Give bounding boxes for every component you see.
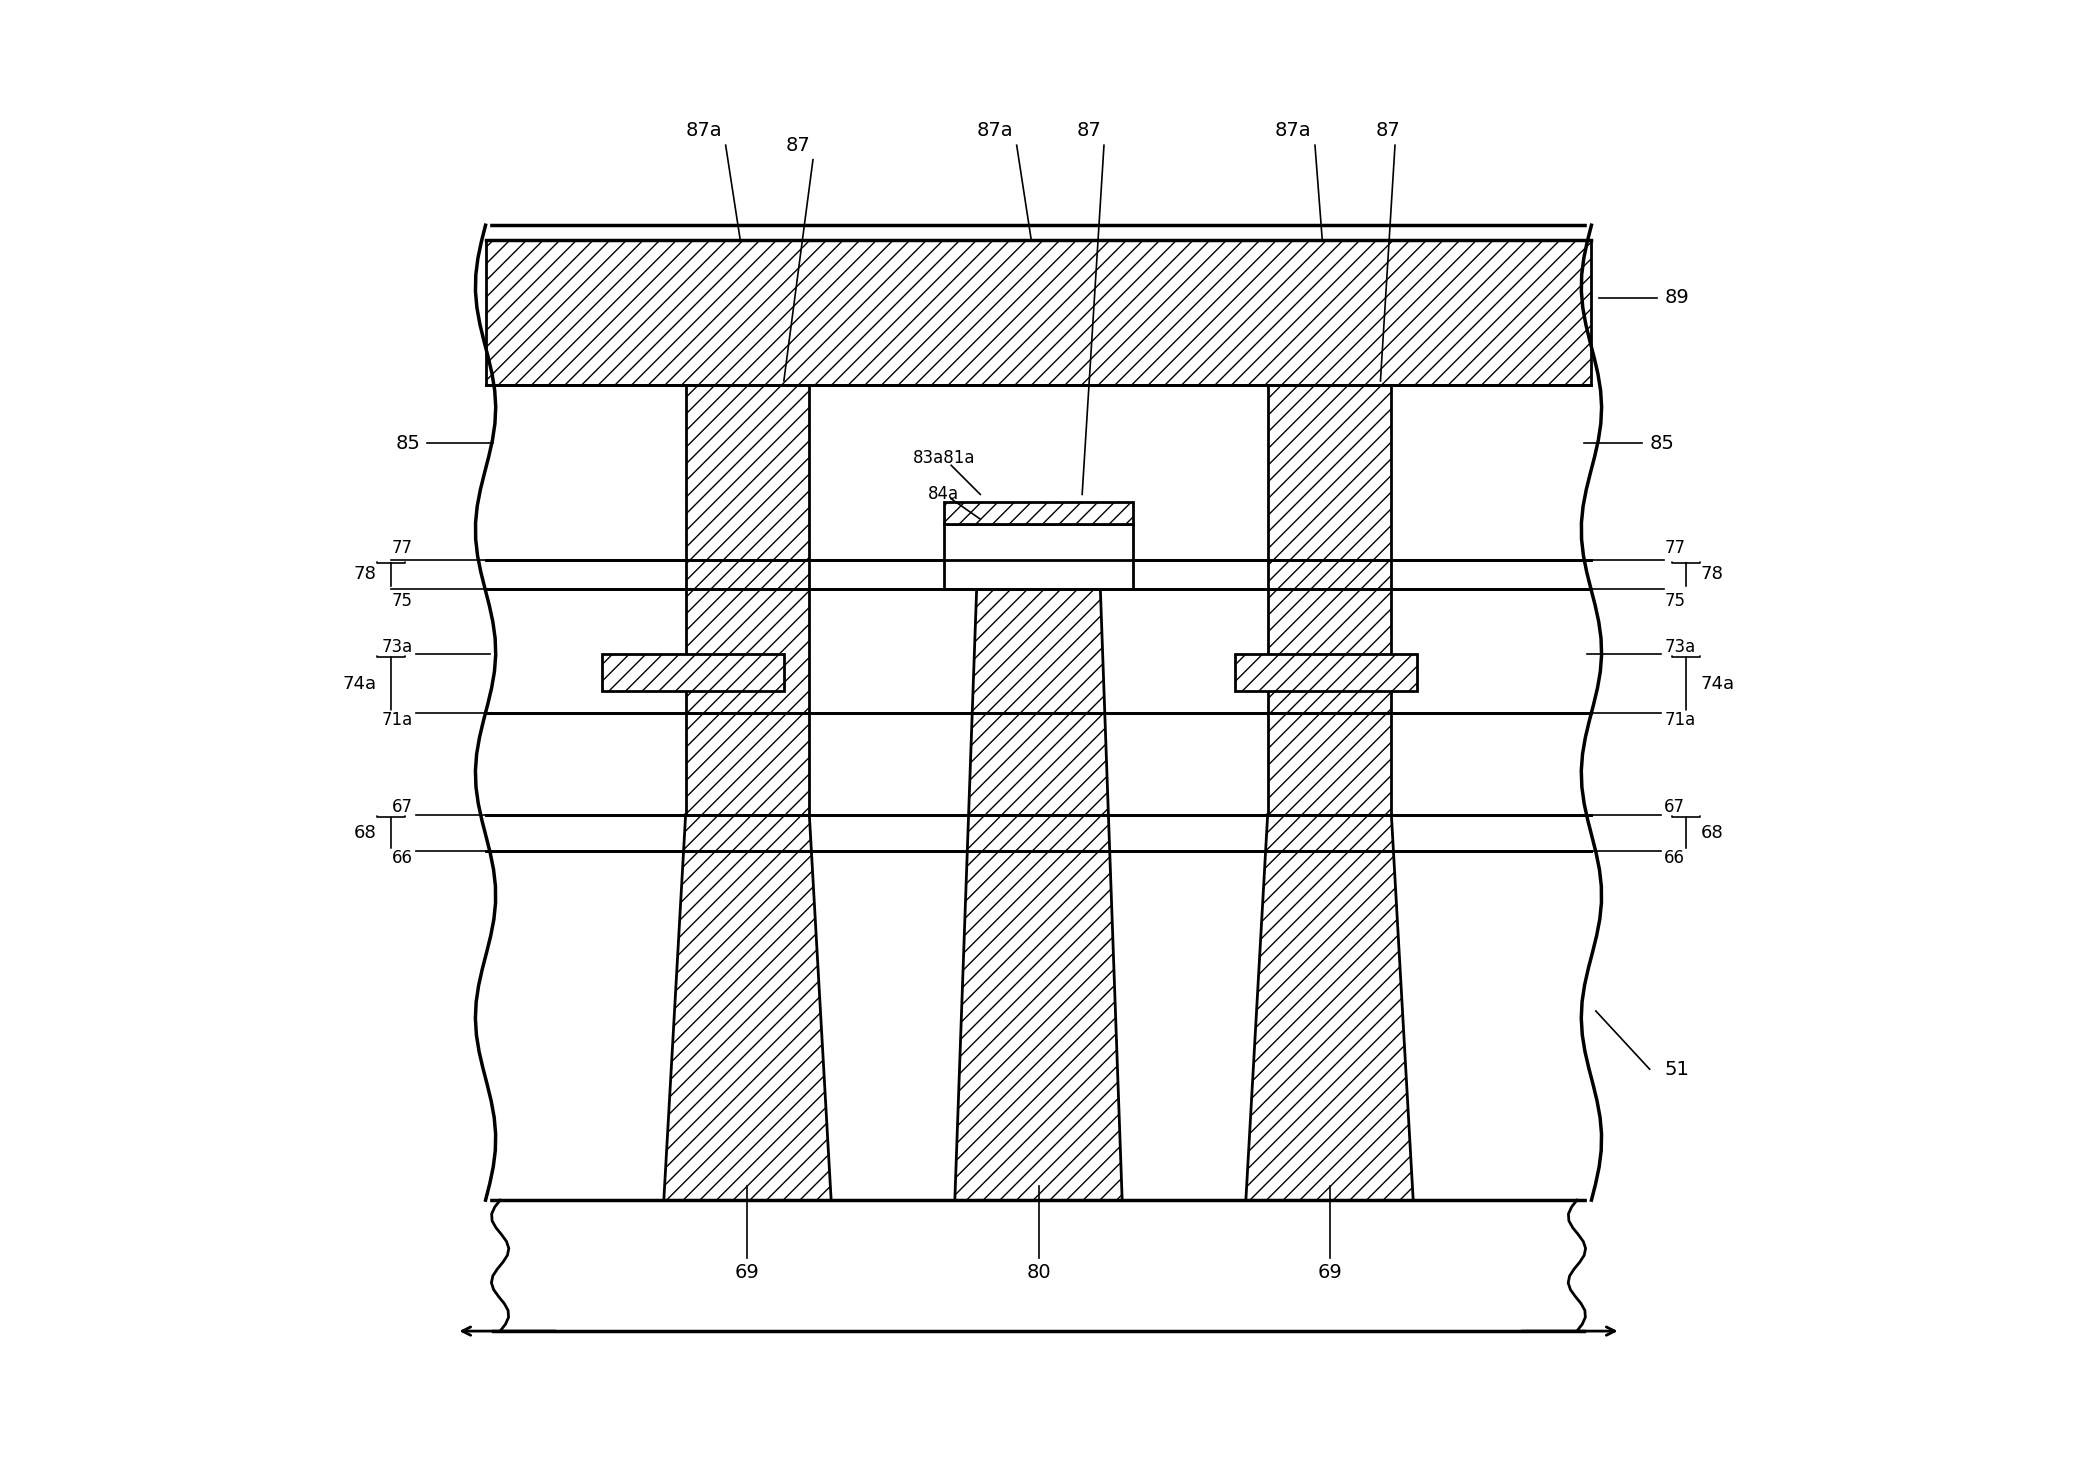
Bar bbox=[685, 385, 810, 814]
Text: 73a: 73a bbox=[1664, 638, 1695, 657]
Bar bbox=[1236, 655, 1417, 690]
Text: 75: 75 bbox=[1664, 592, 1684, 610]
Text: 87a: 87a bbox=[685, 120, 723, 140]
Bar bbox=[943, 502, 1134, 523]
Text: 69: 69 bbox=[1317, 1263, 1342, 1282]
Text: 67: 67 bbox=[393, 798, 413, 817]
Text: 77: 77 bbox=[393, 539, 413, 557]
Text: 69: 69 bbox=[735, 1263, 760, 1282]
Text: 71a: 71a bbox=[1664, 711, 1695, 729]
Text: 83a81a: 83a81a bbox=[912, 450, 976, 467]
Text: 67: 67 bbox=[1664, 798, 1684, 817]
Text: 68: 68 bbox=[353, 824, 376, 842]
Text: 73a: 73a bbox=[382, 638, 413, 657]
Text: 89: 89 bbox=[1664, 288, 1689, 307]
Bar bbox=[1267, 385, 1392, 814]
Text: 74a: 74a bbox=[343, 674, 376, 692]
Bar bbox=[943, 523, 1134, 589]
Text: 87: 87 bbox=[1078, 120, 1101, 140]
Text: 87a: 87a bbox=[1275, 120, 1311, 140]
Text: 68: 68 bbox=[1701, 824, 1724, 842]
Bar bbox=[486, 239, 1591, 385]
Bar bbox=[486, 225, 1591, 1200]
Text: 66: 66 bbox=[1664, 849, 1684, 867]
Text: 84a: 84a bbox=[928, 485, 960, 504]
Text: 85: 85 bbox=[1649, 433, 1674, 452]
Text: 71a: 71a bbox=[382, 711, 413, 729]
Bar bbox=[602, 655, 783, 690]
Text: 80: 80 bbox=[1026, 1263, 1051, 1282]
Text: 75: 75 bbox=[393, 592, 413, 610]
Text: 66: 66 bbox=[393, 849, 413, 867]
Text: 87a: 87a bbox=[976, 120, 1014, 140]
Text: 78: 78 bbox=[353, 566, 376, 583]
Text: 51: 51 bbox=[1664, 1059, 1689, 1078]
Polygon shape bbox=[955, 589, 1122, 1200]
Text: 77: 77 bbox=[1664, 539, 1684, 557]
Text: 74a: 74a bbox=[1701, 674, 1734, 692]
Polygon shape bbox=[665, 814, 831, 1200]
Text: 78: 78 bbox=[1701, 566, 1724, 583]
Text: 87: 87 bbox=[785, 135, 810, 154]
Polygon shape bbox=[1246, 814, 1412, 1200]
Text: 85: 85 bbox=[395, 433, 420, 452]
Text: 87: 87 bbox=[1375, 120, 1400, 140]
